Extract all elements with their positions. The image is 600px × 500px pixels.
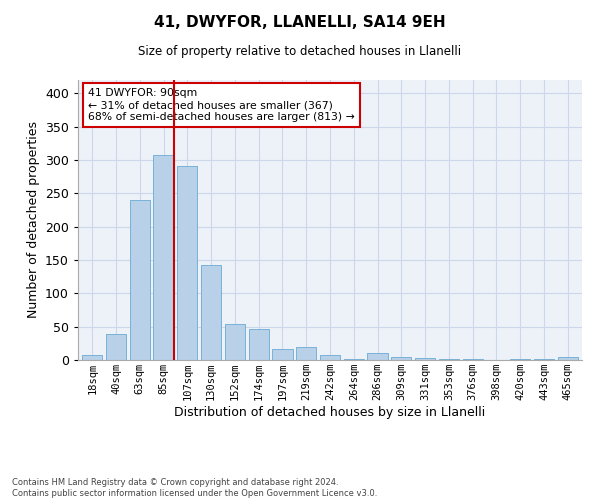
Y-axis label: Number of detached properties: Number of detached properties: [26, 122, 40, 318]
Bar: [463, 358, 483, 360]
Bar: [272, 348, 293, 360]
Bar: [320, 356, 340, 360]
Bar: [177, 166, 197, 360]
Bar: [367, 354, 388, 360]
X-axis label: Distribution of detached houses by size in Llanelli: Distribution of detached houses by size …: [175, 406, 485, 419]
Bar: [225, 324, 245, 360]
Bar: [82, 356, 103, 360]
Bar: [296, 348, 316, 360]
Bar: [557, 358, 578, 360]
Bar: [130, 200, 150, 360]
Bar: [106, 334, 126, 360]
Text: Contains HM Land Registry data © Crown copyright and database right 2024.
Contai: Contains HM Land Registry data © Crown c…: [12, 478, 377, 498]
Text: 41, DWYFOR, LLANELLI, SA14 9EH: 41, DWYFOR, LLANELLI, SA14 9EH: [154, 15, 446, 30]
Bar: [154, 156, 173, 360]
Text: 41 DWYFOR: 90sqm
← 31% of detached houses are smaller (367)
68% of semi-detached: 41 DWYFOR: 90sqm ← 31% of detached house…: [88, 88, 355, 122]
Bar: [415, 358, 435, 360]
Text: Size of property relative to detached houses in Llanelli: Size of property relative to detached ho…: [139, 45, 461, 58]
Bar: [391, 356, 412, 360]
Bar: [439, 358, 459, 360]
Bar: [201, 264, 221, 360]
Bar: [510, 358, 530, 360]
Bar: [248, 330, 269, 360]
